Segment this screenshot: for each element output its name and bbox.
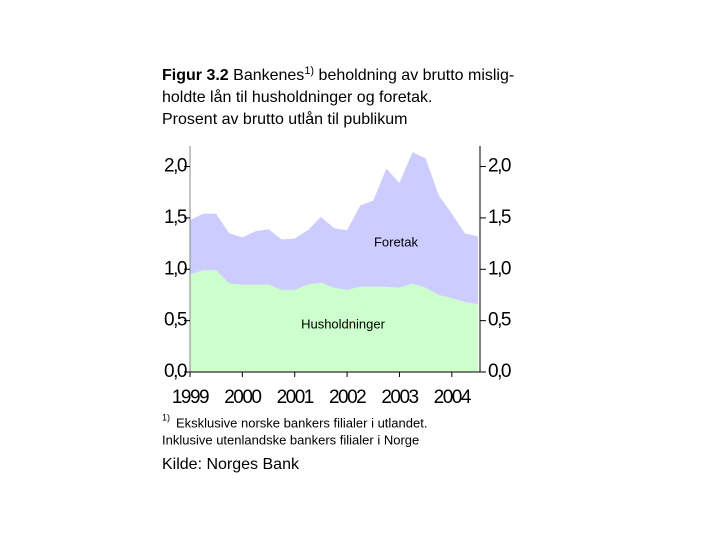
x-tick-label: 1999: [172, 387, 209, 408]
x-tick-label: 2003: [381, 387, 418, 408]
y-tick-label: 1,0: [164, 258, 187, 279]
y-tick-label: 0,5: [164, 310, 187, 331]
area-label: Husholdninger: [301, 316, 386, 331]
y2-tick-label: 1,5: [488, 207, 511, 228]
y2-tick-label: 1,0: [488, 258, 511, 279]
x-tick-label: 2000: [224, 387, 261, 408]
title-note: 1): [304, 65, 314, 77]
y-tick-label: 1,5: [164, 207, 187, 228]
x-tick-label: 2001: [277, 387, 314, 408]
y-tick-label: 2,0: [164, 156, 187, 177]
area: [190, 152, 478, 305]
area: [190, 270, 478, 372]
y-tick-label: 0,0: [164, 361, 187, 382]
plot: Husholdninger Foretak 0,0 0,5 1,0 1,5 2,0 0,0 0,…: [164, 146, 512, 408]
footnote-mark: 1): [162, 412, 170, 422]
subtitle: holdte lån til husholdninger og foretak.: [162, 88, 432, 106]
y2-tick-label: 0,0: [488, 361, 511, 382]
subtitle: Prosent av brutto utlån til publikum: [162, 110, 407, 128]
title-rest: beholdning av brutto mislig-: [319, 67, 515, 84]
footnote: Inklusive utenlandske bankers filialer i…: [162, 432, 419, 447]
x-tick-label: 2002: [329, 387, 366, 408]
title-label: Figur 3.2: [162, 67, 229, 84]
area-label: Foretak: [374, 234, 419, 249]
y2-tick-label: 0,5: [488, 310, 511, 331]
source: Kilde: Norges Bank: [162, 456, 300, 473]
footnote: Eksklusive norske bankers filialer i utl…: [176, 415, 427, 430]
x-tick-label: 2004: [434, 387, 472, 408]
title: Figur 3.2 Bankenes1) beholdning av brutt…: [162, 62, 514, 84]
y2-tick-label: 2,0: [488, 156, 511, 177]
title-text: Bankenes: [233, 67, 304, 84]
